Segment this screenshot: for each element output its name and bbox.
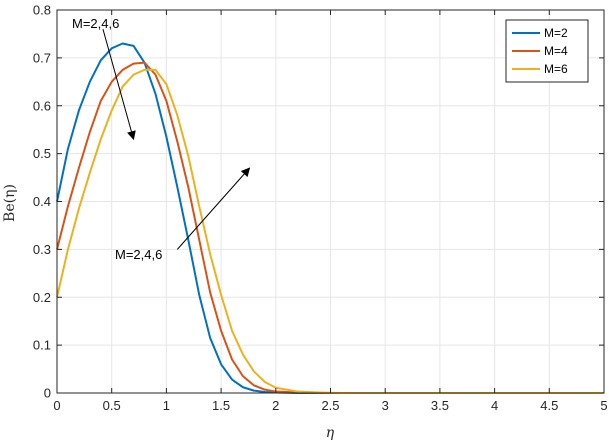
legend-label: M=4 bbox=[544, 44, 568, 58]
x-tick-label: 0.5 bbox=[103, 398, 121, 413]
annotation-text-lower: M=2,4,6 bbox=[115, 247, 162, 262]
annotations: M=2,4,6 M=2,4,6 bbox=[72, 16, 251, 262]
y-tick-label: 0 bbox=[44, 386, 51, 401]
x-tick-label: 2 bbox=[272, 398, 279, 413]
x-tick-label: 4.5 bbox=[540, 398, 558, 413]
y-tick-label: 0.6 bbox=[33, 98, 51, 113]
y-tick-labels: 0 0.1 0.2 0.3 0.4 0.5 0.6 0.7 0.8 bbox=[33, 3, 51, 401]
x-tick-labels: 0 0.5 1 1.5 2 2.5 3 3.5 4 4.5 5 bbox=[53, 398, 607, 413]
y-tick-label: 0.4 bbox=[33, 194, 51, 209]
annotation-arrow-lower bbox=[176, 167, 251, 250]
x-tick-label: 4 bbox=[491, 398, 498, 413]
x-tick-label: 5 bbox=[600, 398, 607, 413]
y-tick-label: 0.7 bbox=[33, 50, 51, 65]
y-tick-label: 0.5 bbox=[33, 146, 51, 161]
y-tick-label: 0.3 bbox=[33, 242, 51, 257]
y-tick-label: 0.8 bbox=[33, 3, 51, 18]
annotation-text-upper: M=2,4,6 bbox=[72, 16, 119, 31]
x-tick-label: 1.5 bbox=[212, 398, 230, 413]
x-axis-label: η bbox=[326, 425, 335, 441]
axis-ticks bbox=[56, 9, 605, 394]
y-tick-label: 0.1 bbox=[33, 338, 51, 353]
x-tick-label: 0 bbox=[53, 398, 60, 413]
x-tick-label: 2.5 bbox=[321, 398, 339, 413]
legend-label: M=6 bbox=[544, 62, 568, 76]
y-tick-label: 0.2 bbox=[33, 290, 51, 305]
annotation-arrow-upper bbox=[102, 29, 136, 141]
legend-label: M=2 bbox=[544, 26, 568, 40]
x-tick-label: 3.5 bbox=[431, 398, 449, 413]
x-tick-label: 3 bbox=[382, 398, 389, 413]
legend: M=2 M=4 M=6 bbox=[505, 19, 589, 83]
y-axis-label: Be(η) bbox=[2, 184, 18, 222]
x-tick-label: 1 bbox=[163, 398, 170, 413]
